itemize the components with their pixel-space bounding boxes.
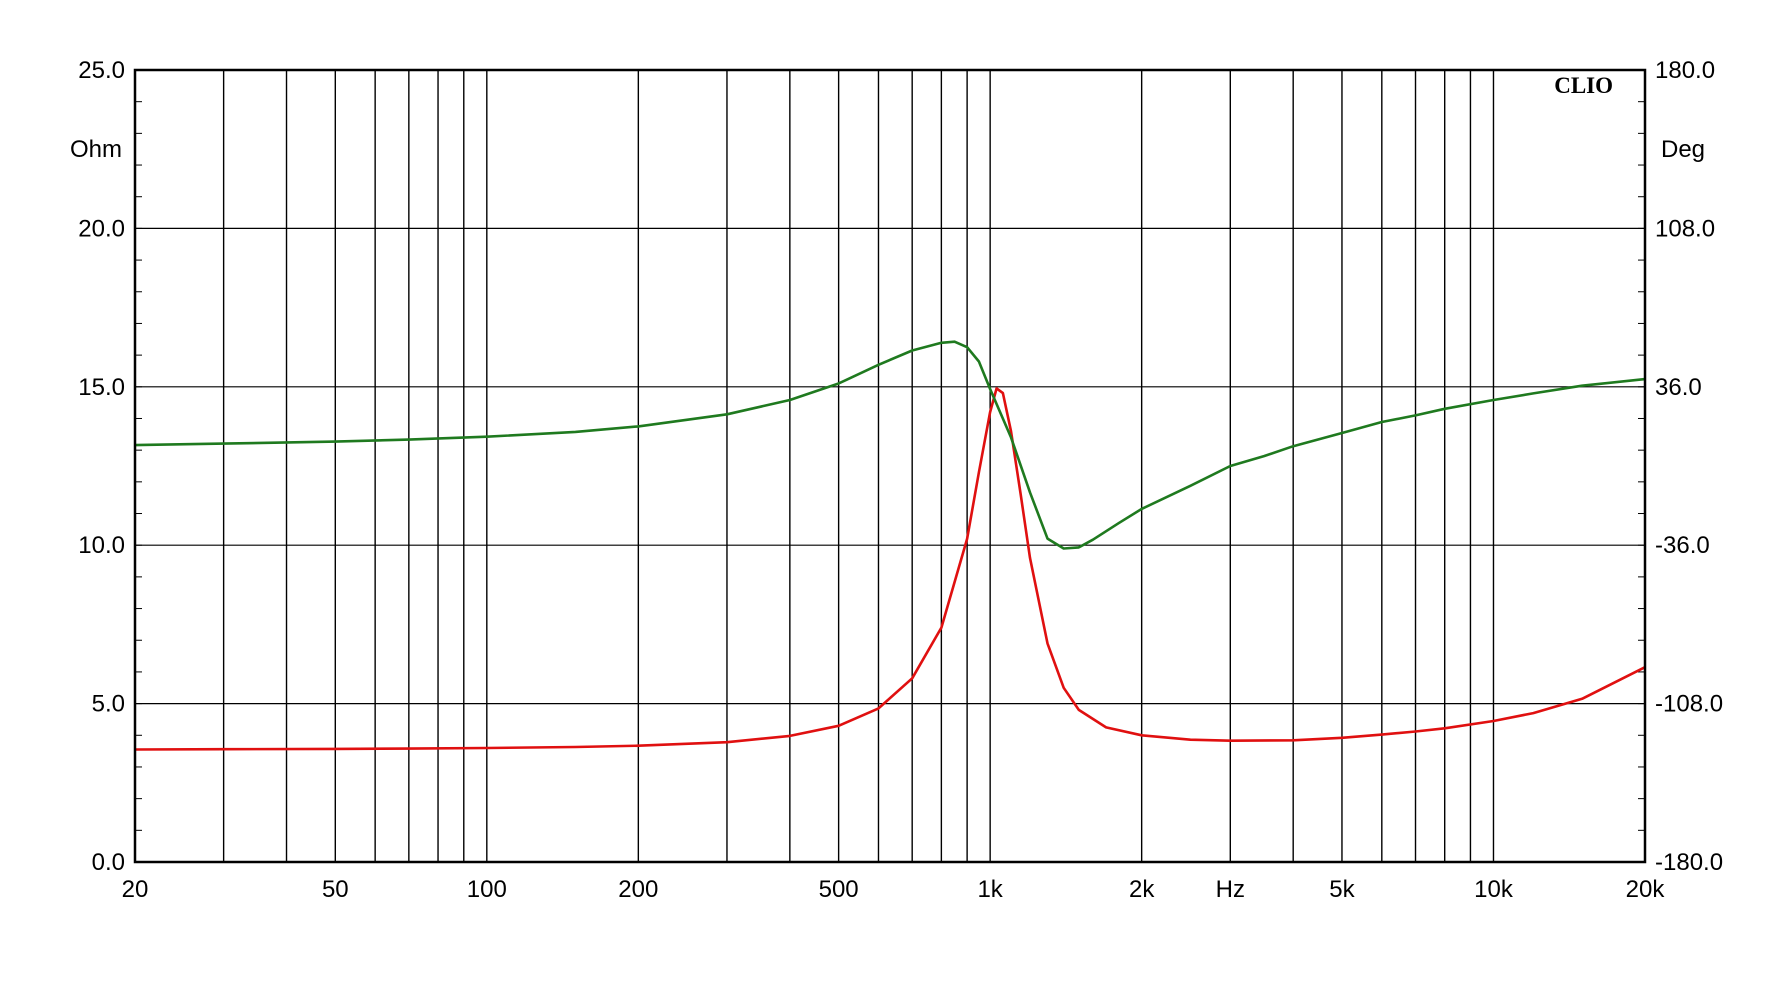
x-tick-label: 1k xyxy=(977,876,1003,903)
x-tick-label: 50 xyxy=(322,876,349,903)
y-right-unit-label: Deg xyxy=(1661,136,1705,163)
y-left-tick-label: 5.0 xyxy=(92,691,125,718)
label-layer: 20 50 100 200 500 1k 2k 5k 10k 20k 25.0 20.0 15.0 10.… xyxy=(78,57,1723,903)
x-tick-label: 10k xyxy=(1474,876,1514,903)
x-tick-label: 500 xyxy=(819,876,859,903)
y-right-tick-label: -36.0 xyxy=(1655,532,1710,559)
x-tick-label: 5k xyxy=(1329,876,1355,903)
impedance-curve xyxy=(134,387,1646,751)
y-left-tick-label: 15.0 xyxy=(78,374,125,401)
x-tick-label: 2k xyxy=(1129,876,1155,903)
y-left-tick-label: 20.0 xyxy=(78,215,125,242)
x-axis-label: Hz xyxy=(1216,876,1245,903)
phase-curve xyxy=(134,340,1646,550)
y-left-tick-label: 0.0 xyxy=(92,849,125,876)
x-tick-label: 200 xyxy=(618,876,658,903)
y-right-tick-label: 108.0 xyxy=(1655,215,1715,242)
x-tick-label: 100 xyxy=(467,876,507,903)
plot-frame xyxy=(133,68,1647,864)
y-left-tick-label: 25.0 xyxy=(78,57,125,84)
y-right-tick-label: -180.0 xyxy=(1655,849,1723,876)
x-tick-label: 20k xyxy=(1626,876,1666,903)
series-layer xyxy=(134,340,1646,751)
y-right-tick-label: 36.0 xyxy=(1655,374,1702,401)
y-right-tick-label: -108.0 xyxy=(1655,691,1723,718)
y-left-unit-label: Ohm xyxy=(70,136,122,163)
clio-brand-mark: CLIO xyxy=(1554,73,1613,98)
y-left-tick-label: 10.0 xyxy=(78,532,125,559)
x-tick-label: 20 xyxy=(122,876,149,903)
y-right-tick-label: 180.0 xyxy=(1655,57,1715,84)
